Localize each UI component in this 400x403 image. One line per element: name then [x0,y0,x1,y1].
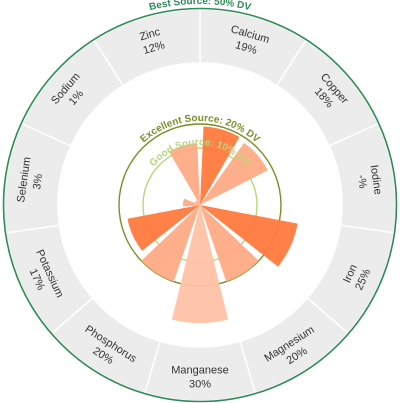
outer-band-layer [3,8,397,402]
bar-selenium [182,198,200,207]
segment-value: 3% [31,173,45,191]
bar-calcium [200,126,240,205]
segment-label-iodine: Iodine-% [355,164,384,195]
bar-copper [200,142,268,205]
bar-iron [200,205,298,267]
bar-sodium [194,200,200,205]
segment-value: 30% [189,379,211,391]
segment-name: Manganese [171,365,229,377]
threshold-circle-50 [2,7,398,403]
segment-name: Iodine [368,164,384,195]
segment-value: -% [355,174,369,189]
bar-zinc [168,143,200,205]
bar-phosphorus [141,205,200,282]
bar-magnesium [200,205,259,282]
bar-potassium [127,205,200,251]
bar-layer [127,126,298,323]
bar-manganese [171,205,229,323]
segment-name: Zinc [138,26,162,44]
segment-label-manganese: Manganese 30% [171,365,229,391]
